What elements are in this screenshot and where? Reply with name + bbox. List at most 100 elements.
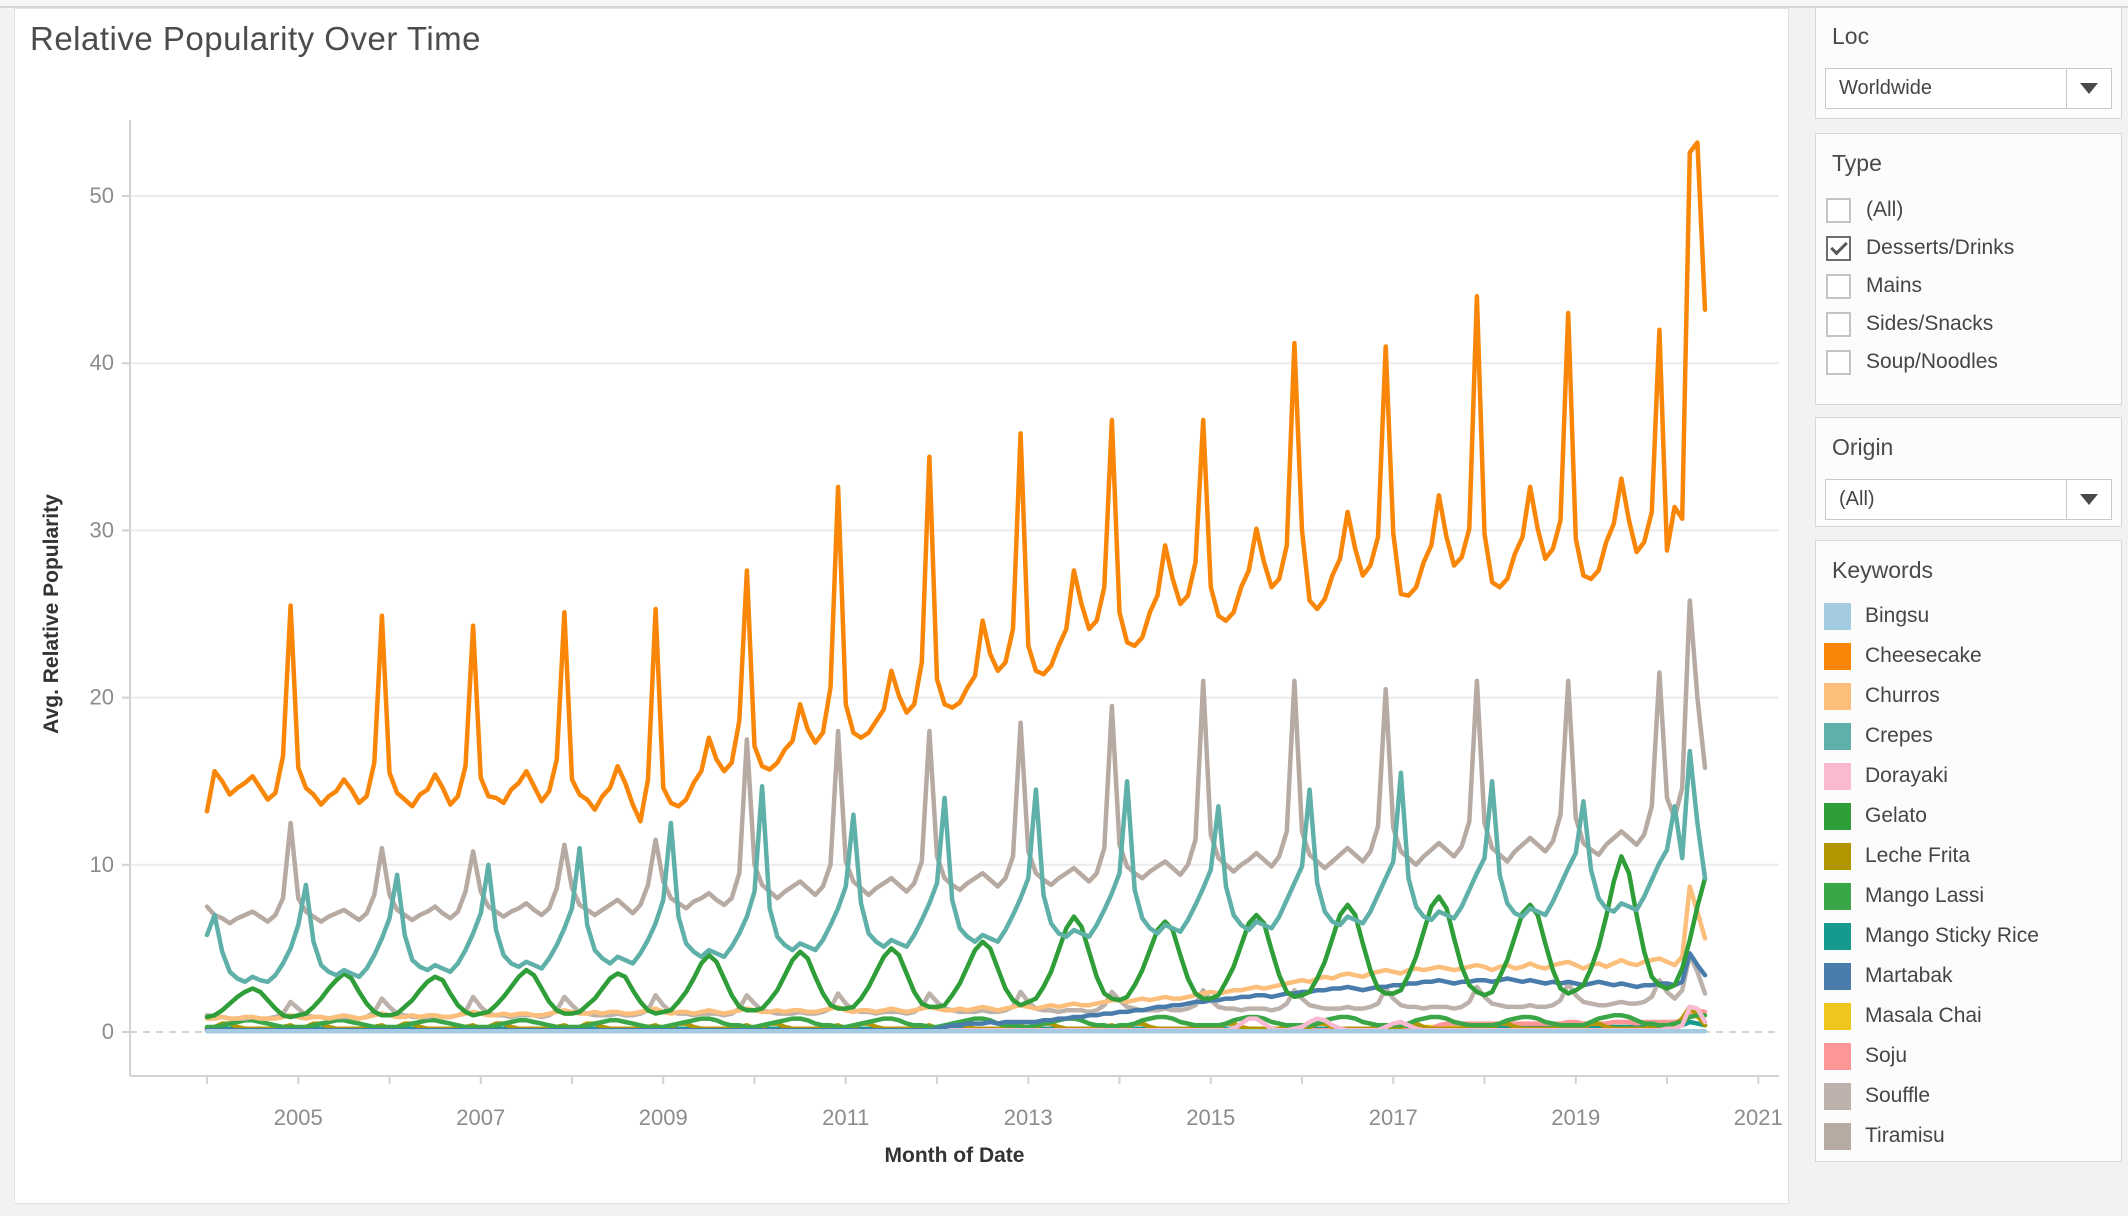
legend-item-mango-sticky-rice[interactable]: Mango Sticky Rice [1816,916,2121,956]
origin-dropdown-value: (All) [1839,488,1875,510]
x-tick-label: 2011 [822,1105,869,1130]
x-tick-label: 2009 [639,1105,688,1130]
y-tick-label: 30 [90,517,114,542]
type-checkbox-list: (All) Desserts/Drinks Mains Sides/Snacks Sou… [1816,183,2121,381]
dropdown-arrow-icon[interactable] [2066,480,2111,519]
legend-item-label: Soju [1865,1044,1908,1067]
legend-item-mango-lassi[interactable]: Mango Lassi [1816,876,2121,916]
checkbox-icon[interactable] [1826,197,1851,223]
checkbox-icon[interactable] [1826,349,1851,375]
legend-swatch-icon [1824,922,1851,950]
legend-swatch-icon [1824,602,1851,630]
legend-swatch-icon [1824,1122,1851,1150]
legend-item-crepes[interactable]: Crepes [1816,716,2121,756]
legend-item-leche-frita[interactable]: Leche Frita [1816,836,2121,876]
legend-item-martabak[interactable]: Martabak [1816,956,2121,996]
y-tick-label: 10 [90,852,114,877]
type-option-label: (All) [1866,198,1904,221]
y-tick-label: 40 [90,350,114,375]
legend-swatch-icon [1824,642,1851,670]
checkbox-checked-icon[interactable] [1826,235,1851,261]
legend-item-soju[interactable]: Soju [1816,1036,2121,1076]
legend-item-label: Souffle [1865,1084,1930,1107]
series-line-cheesecake[interactable] [204,140,1708,824]
legend-item-label: Leche Frita [1865,844,1971,867]
x-tick-label: 2013 [1004,1105,1053,1130]
chart-title: Relative Popularity Over Time [30,20,481,57]
legend-item-masala-chai[interactable]: Masala Chai [1816,996,2121,1036]
type-option-label: Desserts/Drinks [1866,236,2015,259]
legend-item-label: Masala Chai [1865,1004,1982,1027]
loc-dropdown[interactable]: Worldwide [1825,68,2112,109]
type-option-soup-noodles[interactable]: Soup/Noodles [1816,343,2121,381]
keywords-panel-title: Keywords [1832,557,1933,583]
legend-swatch-icon [1824,1042,1851,1070]
legend-item-dorayaki[interactable]: Dorayaki [1816,756,2121,796]
legend-swatch-icon [1824,962,1851,990]
legend-item-tiramisu[interactable]: Tiramisu [1816,1116,2121,1156]
loc-panel-title: Loc [1832,23,1870,49]
legend-item-label: Gelato [1865,804,1927,827]
legend-item-label: Dorayaki [1865,764,1948,787]
y-axis-title: Avg. Relative Popularity [40,494,63,734]
filter-panel-type: Type (All) Desserts/Drinks Mains Sides/Snac… [1815,133,2122,405]
x-tick-label: 2019 [1551,1105,1600,1130]
legend-swatch-icon [1824,1082,1851,1110]
series-line-crepes[interactable] [204,748,1708,985]
series-line-churros[interactable] [204,884,1708,1021]
legend-panel-keywords: Keywords Bingsu Cheesecake Churros Crepes Do… [1815,540,2122,1162]
origin-panel-title: Origin [1832,434,1894,460]
x-tick-label: 2021 [1734,1105,1783,1130]
legend-swatch-icon [1824,842,1851,870]
legend-item-label: Mango Lassi [1865,884,1985,907]
series-line-gelato[interactable] [204,854,1708,1020]
legend-swatch-icon [1824,1002,1851,1030]
legend-item-label: Cheesecake [1865,644,1982,667]
legend-swatch-icon [1824,882,1851,910]
x-tick-label: 2015 [1186,1105,1235,1130]
checkbox-icon[interactable] [1826,311,1851,337]
series-line-mango-lassi[interactable] [204,1013,1708,1030]
type-option-desserts-drinks[interactable]: Desserts/Drinks [1816,229,2121,267]
x-tick-label: 2017 [1369,1105,1418,1130]
legend-item-churros[interactable]: Churros [1816,676,2121,716]
filter-panel-loc: Loc Worldwide [1815,6,2122,119]
legend-swatch-icon [1824,802,1851,830]
legend-item-label: Martabak [1865,964,1953,987]
legend-item-souffle[interactable]: Souffle [1816,1076,2121,1116]
type-option-label: Soup/Noodles [1866,350,1998,373]
legend-item-cheesecake[interactable]: Cheesecake [1816,636,2121,676]
legend-item-gelato[interactable]: Gelato [1816,796,2121,836]
y-tick-label: 0 [102,1019,114,1044]
keywords-legend-list: Bingsu Cheesecake Churros Crepes Dorayaki Gel… [1816,590,2121,1156]
x-tick-label: 2007 [456,1105,505,1130]
legend-swatch-icon [1824,722,1851,750]
window-top-strip [0,0,2128,8]
legend-item-label: Bingsu [1865,604,1930,627]
type-option-label: Mains [1866,274,1923,297]
checkbox-icon[interactable] [1826,273,1851,299]
type-option-mains[interactable]: Mains [1816,267,2121,305]
legend-item-label: Crepes [1865,724,1933,747]
legend-item-label: Churros [1865,684,1940,707]
series-line-tiramisu[interactable] [204,598,1708,926]
dropdown-arrow-icon[interactable] [2066,69,2111,108]
legend-swatch-icon [1824,762,1851,790]
type-option--all-[interactable]: (All) [1816,191,2121,229]
legend-item-bingsu[interactable]: Bingsu [1816,596,2121,636]
type-panel-title: Type [1832,150,1882,176]
legend-item-label: Mango Sticky Rice [1865,924,2039,947]
x-axis-title: Month of Date [885,1144,1025,1167]
filter-panel-origin: Origin (All) [1815,417,2122,527]
legend-item-label: Tiramisu [1865,1124,1945,1147]
y-tick-label: 20 [90,685,114,710]
type-option-label: Sides/Snacks [1866,312,1994,335]
y-tick-label: 50 [90,183,114,208]
x-tick-label: 2005 [274,1105,323,1130]
type-option-sides-snacks[interactable]: Sides/Snacks [1816,305,2121,343]
loc-dropdown-value: Worldwide [1839,77,1932,99]
origin-dropdown[interactable]: (All) [1825,479,2112,520]
legend-swatch-icon [1824,682,1851,710]
